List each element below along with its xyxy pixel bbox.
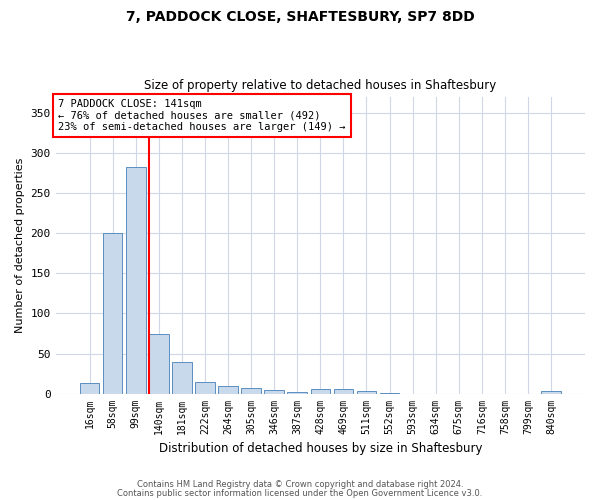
Y-axis label: Number of detached properties: Number of detached properties [15, 158, 25, 333]
Bar [380, 393, 400, 394]
Bar [195, 382, 215, 394]
Text: 7, PADDOCK CLOSE, SHAFTESBURY, SP7 8DD: 7, PADDOCK CLOSE, SHAFTESBURY, SP7 8DD [125, 10, 475, 24]
Title: Size of property relative to detached houses in Shaftesbury: Size of property relative to detached ho… [144, 79, 496, 92]
Bar [149, 334, 169, 394]
Bar [80, 383, 100, 394]
Bar [172, 362, 191, 394]
Bar [103, 232, 122, 394]
Text: Contains public sector information licensed under the Open Government Licence v3: Contains public sector information licen… [118, 489, 482, 498]
Bar [265, 390, 284, 394]
Bar [126, 167, 146, 394]
Text: 7 PADDOCK CLOSE: 141sqm
← 76% of detached houses are smaller (492)
23% of semi-d: 7 PADDOCK CLOSE: 141sqm ← 76% of detache… [58, 99, 346, 132]
X-axis label: Distribution of detached houses by size in Shaftesbury: Distribution of detached houses by size … [158, 442, 482, 455]
Bar [287, 392, 307, 394]
Bar [356, 391, 376, 394]
Text: Contains HM Land Registry data © Crown copyright and database right 2024.: Contains HM Land Registry data © Crown c… [137, 480, 463, 489]
Bar [541, 391, 561, 394]
Bar [241, 388, 261, 394]
Bar [311, 389, 330, 394]
Bar [218, 386, 238, 394]
Bar [334, 389, 353, 394]
